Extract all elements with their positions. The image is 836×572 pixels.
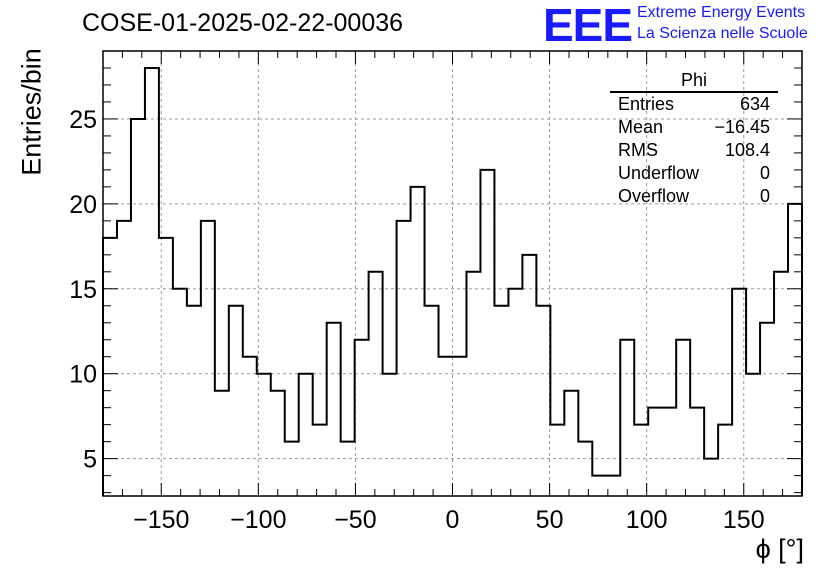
stats-value: 634 xyxy=(739,94,770,114)
eee-logo: EEE xyxy=(543,0,633,51)
logo-line-2: La Scienza nelle Scuole xyxy=(637,25,808,42)
stats-value: 108.4 xyxy=(724,140,770,160)
tick-labels: −150 −100 −50 0 50 100 150 5 10 15 20 25 xyxy=(69,106,764,534)
y-tick-label: 15 xyxy=(69,276,97,304)
x-tick-label: 150 xyxy=(723,506,765,534)
page-title: COSE-01-2025-02-22-00036 xyxy=(82,9,404,37)
stats-label: Entries xyxy=(618,94,675,114)
stats-box: Phi Entries 634 Mean −16.45 RMS 108.4 Un… xyxy=(610,70,778,208)
x-tick-label: −50 xyxy=(334,506,376,534)
y-tick-label: 5 xyxy=(83,446,97,474)
y-tick-label: 10 xyxy=(69,361,97,389)
x-tick-label: 100 xyxy=(626,506,668,534)
stats-label: Overflow xyxy=(618,186,690,206)
histogram-outline xyxy=(102,66,803,496)
stats-row-rms: RMS 108.4 xyxy=(610,139,778,162)
stats-row-underflow: Underflow 0 xyxy=(610,162,778,185)
x-tick-label: −150 xyxy=(133,506,189,534)
y-axis-label: Entries/bin xyxy=(16,48,47,176)
x-axis-label: ϕ [°] xyxy=(755,534,804,564)
stats-label: RMS xyxy=(618,140,658,160)
x-tick-label: −100 xyxy=(230,506,286,534)
stats-row-entries: Entries 634 xyxy=(610,93,778,116)
x-tick-label: 0 xyxy=(446,506,460,534)
x-tick-label: 50 xyxy=(536,506,564,534)
y-tick-label: 20 xyxy=(69,191,97,219)
stats-row-mean: Mean −16.45 xyxy=(610,116,778,139)
stats-value: 0 xyxy=(759,163,770,183)
stats-value: −16.45 xyxy=(714,117,770,137)
grid-lines xyxy=(103,51,802,496)
logo-line-1: Extreme Energy Events xyxy=(637,4,806,21)
stats-row-overflow: Overflow 0 xyxy=(610,185,778,208)
stats-label: Underflow xyxy=(618,163,700,183)
stats-label: Mean xyxy=(618,117,664,137)
stats-title: Phi xyxy=(610,70,778,93)
stats-value: 0 xyxy=(759,186,770,206)
y-tick-label: 25 xyxy=(69,106,97,134)
axis-ticks xyxy=(102,50,803,496)
